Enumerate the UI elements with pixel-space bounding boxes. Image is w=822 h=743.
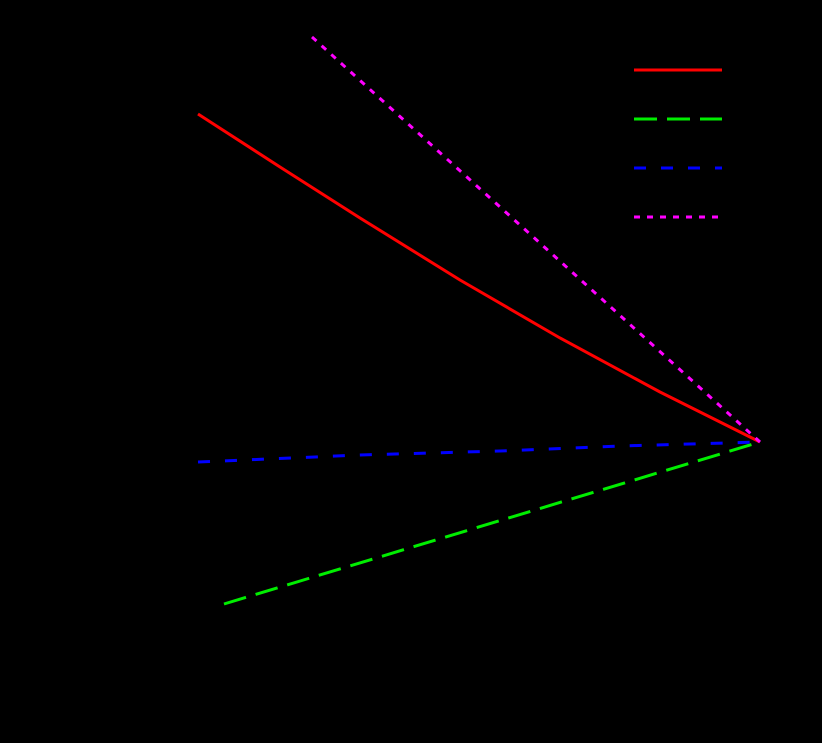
legend xyxy=(634,68,722,219)
series-line-0 xyxy=(197,112,761,444)
series-line-3 xyxy=(310,35,762,444)
series-layer xyxy=(197,35,762,606)
series-line-1 xyxy=(223,440,761,606)
series-line-2 xyxy=(197,440,761,464)
